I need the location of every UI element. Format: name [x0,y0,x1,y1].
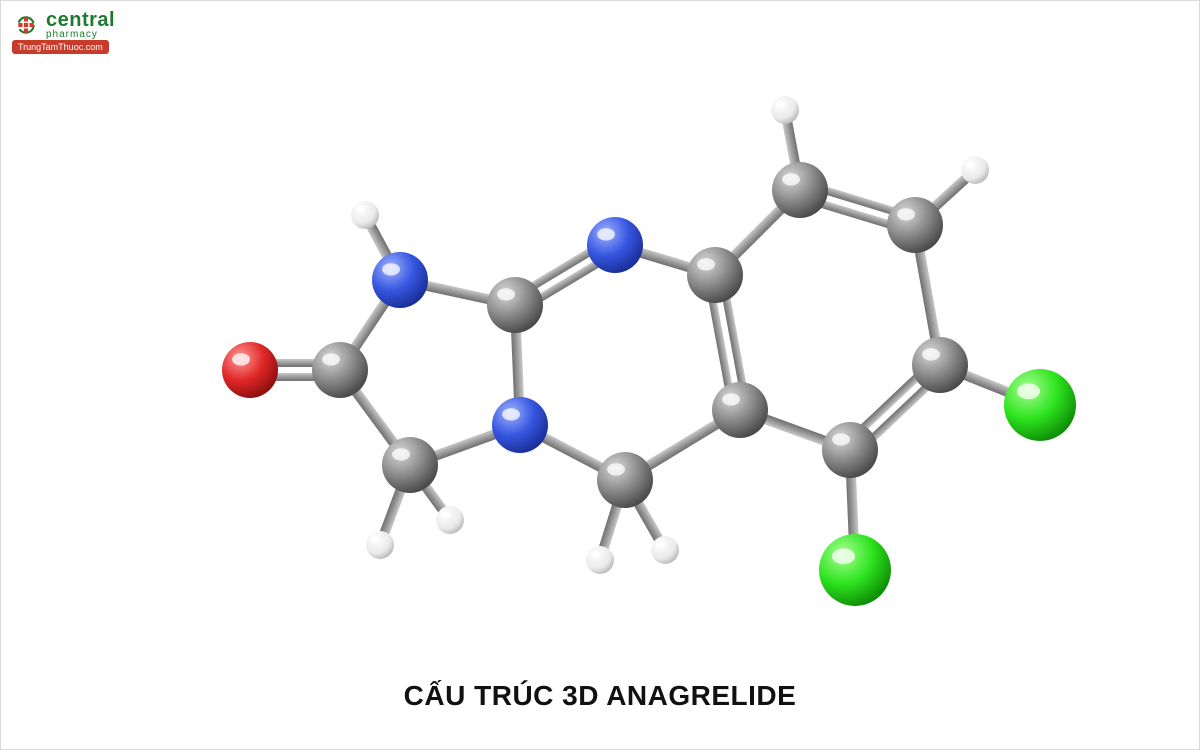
atom-h [436,506,464,534]
atom-h [651,536,679,564]
logo-main-text: central [46,10,115,30]
bonds-layer [250,109,1042,570]
molecule-diagram [120,50,1080,630]
atom-cl [819,534,891,606]
logo-mark-icon [12,11,40,39]
atom-c [312,342,368,398]
logo-tagline: TrungTamThuoc.com [12,40,109,54]
atom-cl [1004,369,1076,441]
atom-c [912,337,968,393]
atom-n [587,217,643,273]
atom-n [492,397,548,453]
atom-c [822,422,878,478]
atom-c [772,162,828,218]
atom-c [712,382,768,438]
atom-c [687,247,743,303]
atom-o [222,342,278,398]
atom-c [887,197,943,253]
atom-c [597,452,653,508]
atom-h [586,546,614,574]
diagram-caption: CẤU TRÚC 3D ANAGRELIDE [0,680,1200,712]
atom-c [487,277,543,333]
atom-h [961,156,989,184]
atom-c [382,437,438,493]
atom-h [351,201,379,229]
atom-h [771,96,799,124]
brand-logo: central pharmacy [12,10,115,40]
logo-sub-text: pharmacy [46,30,115,40]
atom-n [372,252,428,308]
page: central pharmacy TrungTamThuoc.com [0,0,1200,750]
atom-h [366,531,394,559]
